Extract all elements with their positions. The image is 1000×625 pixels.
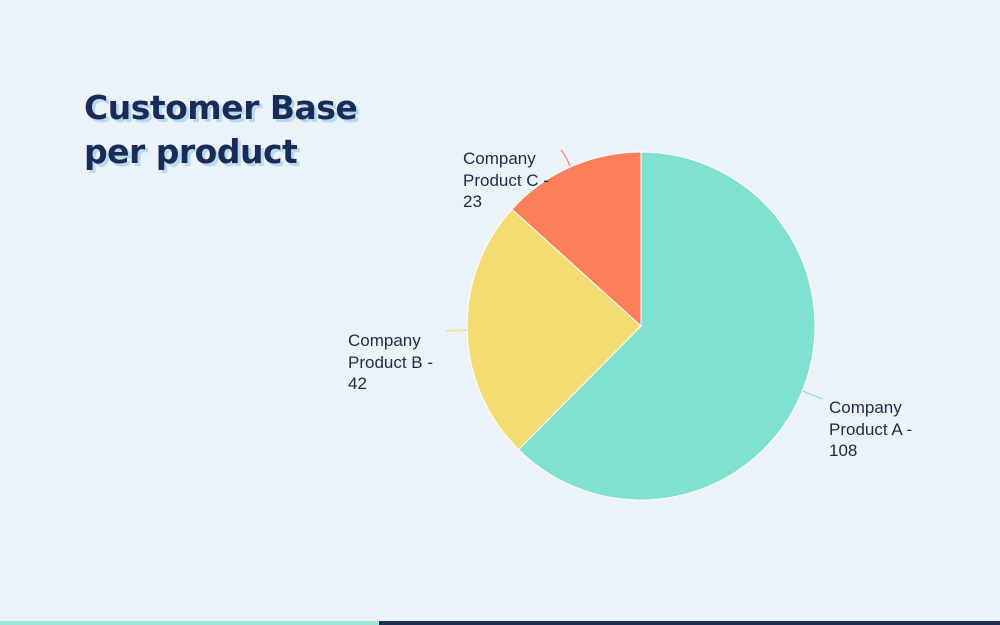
- leader-line-b: [445, 329, 468, 332]
- label-c-line-1: Company: [463, 149, 536, 168]
- label-product-a: Company Product A - 108: [829, 397, 912, 462]
- label-product-b: Company Product B - 42: [348, 330, 433, 395]
- pie-slice-product-b: [466, 208, 642, 451]
- label-a-line-2: Product A -: [829, 419, 913, 439]
- label-c-value: 23: [463, 192, 482, 211]
- chart-title: Customer Base per product: [84, 86, 358, 174]
- label-c-line-2: Product C -: [463, 170, 549, 190]
- pie-slice-product-c: [511, 151, 642, 328]
- label-b-line-1: Company: [348, 331, 421, 350]
- leader-lines: [445, 149, 823, 400]
- pie-slice-product-a: [517, 151, 816, 501]
- pie-slices: [466, 151, 816, 501]
- label-b-value: 42: [348, 374, 367, 393]
- leader-line-c: [560, 149, 571, 167]
- label-a-value: 108: [829, 441, 858, 460]
- footer-accent-bar-right: [379, 621, 1000, 625]
- leader-line-a: [802, 390, 823, 400]
- chart-title-line-1: Customer Base: [84, 88, 358, 127]
- label-a-line-1: Company: [829, 398, 902, 417]
- footer-accent-bar-left: [0, 621, 379, 625]
- chart-title-line-2: per product: [84, 132, 298, 171]
- label-product-c: Company Product C - 23: [463, 148, 549, 213]
- label-b-line-2: Product B -: [348, 352, 434, 372]
